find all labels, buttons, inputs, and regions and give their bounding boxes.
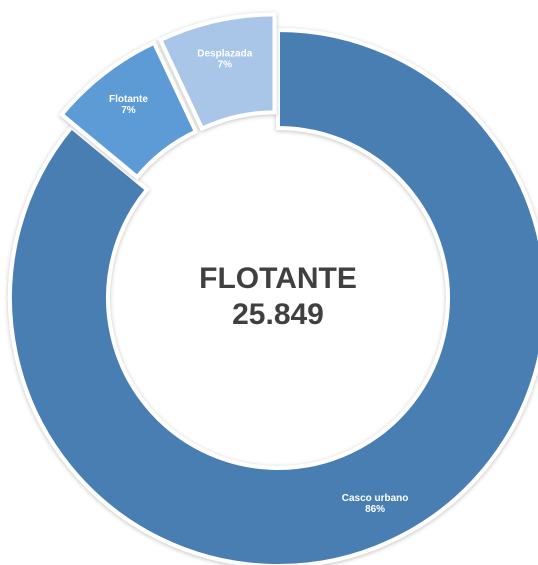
slice — [58, 40, 199, 180]
slice-value-label: 86% — [365, 504, 385, 515]
slice-value-label: 7% — [121, 105, 136, 116]
slice-label: Flotante — [109, 94, 148, 105]
slice-label: Desplazada — [197, 49, 252, 60]
slice-value-label: 7% — [218, 60, 233, 71]
slice — [8, 27, 538, 565]
center-value: 25.849 — [232, 298, 324, 331]
slice-label: Casco urbano — [342, 493, 409, 504]
slices — [8, 12, 538, 565]
slice — [157, 12, 277, 132]
center-title: FLOTANTE — [199, 262, 357, 295]
